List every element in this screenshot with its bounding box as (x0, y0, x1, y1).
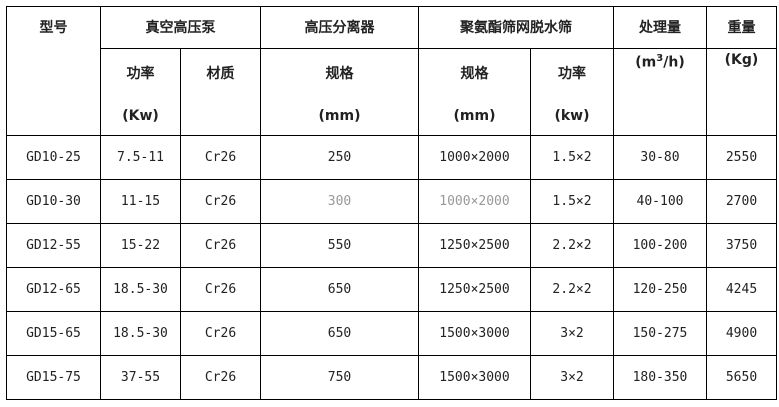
cell-pump-power: 7.5-11 (100, 135, 181, 180)
cell-screen-power: 2.2×2 (530, 267, 614, 312)
cell-pump-material: Cr26 (180, 179, 261, 224)
cell-screen-spec: 1500×3000 (418, 355, 531, 400)
header-pump-power: 功率 (Kw) (100, 48, 181, 136)
cell-weight: 3750 (706, 223, 777, 268)
cell-weight: 2550 (706, 135, 777, 180)
cell-screen-spec: 1000×2000 (418, 179, 531, 224)
cell-screen-power: 1.5×2 (530, 135, 614, 180)
header-screen-power: 功率 (kw) (530, 48, 614, 136)
table-row: GD10-25 7.5-11 Cr26 250 1000×2000 1.5×2 30-80 2… (6, 135, 777, 180)
cell-screen-power: 3×2 (530, 311, 614, 356)
header-separator: 高压分离器 (260, 6, 419, 49)
cell-sep-spec: 650 (260, 267, 419, 312)
cell-sep-spec: 550 (260, 223, 419, 268)
cell-capacity: 180-350 (613, 355, 707, 400)
cell-pump-power: 15-22 (100, 223, 181, 268)
header-capacity: 处理量 (613, 6, 707, 49)
cell-weight: 4245 (706, 267, 777, 312)
cell-screen-spec: 1000×2000 (418, 135, 531, 180)
cell-model: GD15-65 (6, 311, 101, 356)
header-model: 型号 (6, 6, 101, 136)
spec-table: 型号 真空高压泵 高压分离器 聚氨酯筛网脱水筛 处理量 重量 功率 (Kw) 材质… (6, 6, 777, 400)
cell-model: GD10-25 (6, 135, 101, 180)
cell-screen-power: 2.2×2 (530, 223, 614, 268)
cell-weight: 4900 (706, 311, 777, 356)
header-capacity-unit: (m3/h) (613, 48, 707, 136)
cell-screen-spec: 1250×2500 (418, 223, 531, 268)
cell-pump-material: Cr26 (180, 311, 261, 356)
cell-capacity: 40-100 (613, 179, 707, 224)
cell-capacity: 30-80 (613, 135, 707, 180)
cell-model: GD12-65 (6, 267, 101, 312)
cell-screen-power: 1.5×2 (530, 179, 614, 224)
table-row: GD15-65 18.5-30 Cr26 650 1500×3000 3×2 150-275… (6, 311, 777, 356)
header-weight: 重量 (706, 6, 777, 49)
header-screen: 聚氨酯筛网脱水筛 (418, 6, 614, 49)
cell-pump-power: 37-55 (100, 355, 181, 400)
header-pump-material: 材质 (180, 48, 261, 136)
cell-pump-material: Cr26 (180, 267, 261, 312)
cell-pump-material: Cr26 (180, 223, 261, 268)
cell-capacity: 100-200 (613, 223, 707, 268)
cell-sep-spec: 300 (260, 179, 419, 224)
header-sep-spec: 规格 (mm) (260, 48, 419, 136)
table-row: GD12-65 18.5-30 Cr26 650 1250×2500 2.2×2 120-2… (6, 267, 777, 312)
cell-model: GD12-55 (6, 223, 101, 268)
cell-screen-power: 3×2 (530, 355, 614, 400)
cell-capacity: 150-275 (613, 311, 707, 356)
cell-capacity: 120-250 (613, 267, 707, 312)
cell-sep-spec: 250 (260, 135, 419, 180)
cell-sep-spec: 650 (260, 311, 419, 356)
cell-model: GD10-30 (6, 179, 101, 224)
cell-model: GD15-75 (6, 355, 101, 400)
header-screen-spec: 规格 (mm) (418, 48, 531, 136)
cell-pump-material: Cr26 (180, 355, 261, 400)
cell-pump-material: Cr26 (180, 135, 261, 180)
cell-pump-power: 11-15 (100, 179, 181, 224)
table-row: GD10-30 11-15 Cr26 300 1000×2000 1.5×2 40-100 2… (6, 179, 777, 224)
cell-weight: 5650 (706, 355, 777, 400)
table-row: GD15-75 37-55 Cr26 750 1500×3000 3×2 180-350 56… (6, 355, 777, 400)
cell-pump-power: 18.5-30 (100, 267, 181, 312)
cell-screen-spec: 1500×3000 (418, 311, 531, 356)
cell-pump-power: 18.5-30 (100, 311, 181, 356)
header-weight-unit: (Kg) (706, 48, 777, 136)
cell-screen-spec: 1250×2500 (418, 267, 531, 312)
table-row: GD12-55 15-22 Cr26 550 1250×2500 2.2×2 100-200… (6, 223, 777, 268)
cell-sep-spec: 750 (260, 355, 419, 400)
header-pump: 真空高压泵 (100, 6, 261, 49)
cell-weight: 2700 (706, 179, 777, 224)
